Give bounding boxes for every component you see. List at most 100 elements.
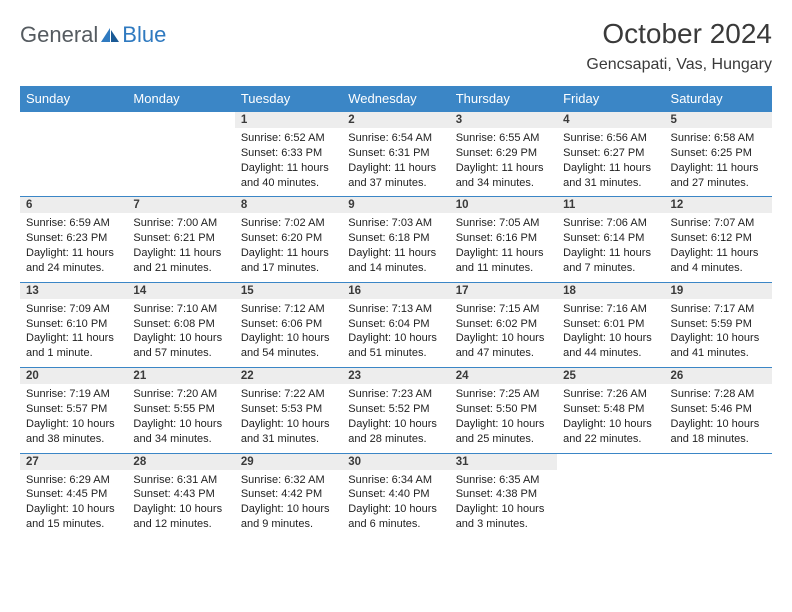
day-content-cell [20,128,127,197]
day-number-cell [557,453,664,470]
day-content-row: Sunrise: 7:19 AMSunset: 5:57 PMDaylight:… [20,384,772,453]
sunrise-line: Sunrise: 6:31 AM [133,473,228,488]
sunrise-line: Sunrise: 7:23 AM [348,387,443,402]
daylight-line: Daylight: 10 hours and 22 minutes. [563,417,658,447]
daylight-line: Daylight: 10 hours and 9 minutes. [241,502,336,532]
day-content-cell: Sunrise: 7:03 AMSunset: 6:18 PMDaylight:… [342,213,449,282]
day-number-cell: 23 [342,368,449,385]
sunset-line: Sunset: 6:18 PM [348,231,443,246]
sunrise-line: Sunrise: 7:20 AM [133,387,228,402]
day-number-cell: 14 [127,282,234,299]
sunrise-line: Sunrise: 7:13 AM [348,302,443,317]
day-content-cell: Sunrise: 6:59 AMSunset: 6:23 PMDaylight:… [20,213,127,282]
day-number-cell: 5 [665,112,772,129]
day-number-cell: 22 [235,368,342,385]
sunrise-line: Sunrise: 7:09 AM [26,302,121,317]
day-content-cell: Sunrise: 7:00 AMSunset: 6:21 PMDaylight:… [127,213,234,282]
daylight-line: Daylight: 11 hours and 34 minutes. [456,161,551,191]
sunrise-line: Sunrise: 6:54 AM [348,131,443,146]
day-content-cell: Sunrise: 7:09 AMSunset: 6:10 PMDaylight:… [20,299,127,368]
day-content-cell: Sunrise: 6:55 AMSunset: 6:29 PMDaylight:… [450,128,557,197]
day-content-cell: Sunrise: 7:20 AMSunset: 5:55 PMDaylight:… [127,384,234,453]
sunrise-line: Sunrise: 6:59 AM [26,216,121,231]
day-number-row: 12345 [20,112,772,129]
sunrise-line: Sunrise: 6:34 AM [348,473,443,488]
sunrise-line: Sunrise: 7:02 AM [241,216,336,231]
sunset-line: Sunset: 6:06 PM [241,317,336,332]
day-number-cell: 4 [557,112,664,129]
sunset-line: Sunset: 6:12 PM [671,231,766,246]
day-number-cell: 20 [20,368,127,385]
daylight-line: Daylight: 10 hours and 51 minutes. [348,331,443,361]
logo-sail-icon [100,27,120,43]
daylight-line: Daylight: 10 hours and 28 minutes. [348,417,443,447]
day-number-cell: 31 [450,453,557,470]
sunrise-line: Sunrise: 7:26 AM [563,387,658,402]
sunrise-line: Sunrise: 7:12 AM [241,302,336,317]
day-content-cell: Sunrise: 7:25 AMSunset: 5:50 PMDaylight:… [450,384,557,453]
sunrise-line: Sunrise: 6:52 AM [241,131,336,146]
logo: General Blue [20,22,166,48]
day-header: Thursday [450,86,557,112]
sunset-line: Sunset: 5:46 PM [671,402,766,417]
header: General Blue October 2024 Gencsapati, Va… [20,18,772,74]
day-content-cell: Sunrise: 7:05 AMSunset: 6:16 PMDaylight:… [450,213,557,282]
day-content-cell: Sunrise: 7:07 AMSunset: 6:12 PMDaylight:… [665,213,772,282]
day-content-cell: Sunrise: 7:12 AMSunset: 6:06 PMDaylight:… [235,299,342,368]
daylight-line: Daylight: 11 hours and 11 minutes. [456,246,551,276]
daylight-line: Daylight: 11 hours and 17 minutes. [241,246,336,276]
day-number-cell: 30 [342,453,449,470]
day-number-row: 6789101112 [20,197,772,214]
sunrise-line: Sunrise: 7:06 AM [563,216,658,231]
sunset-line: Sunset: 6:08 PM [133,317,228,332]
day-number-cell: 7 [127,197,234,214]
day-content-cell: Sunrise: 7:06 AMSunset: 6:14 PMDaylight:… [557,213,664,282]
daylight-line: Daylight: 11 hours and 31 minutes. [563,161,658,191]
daylight-line: Daylight: 11 hours and 40 minutes. [241,161,336,191]
daylight-line: Daylight: 11 hours and 1 minute. [26,331,121,361]
day-number-cell: 19 [665,282,772,299]
sunset-line: Sunset: 4:45 PM [26,487,121,502]
sunset-line: Sunset: 6:10 PM [26,317,121,332]
sunset-line: Sunset: 6:23 PM [26,231,121,246]
day-content-cell: Sunrise: 7:15 AMSunset: 6:02 PMDaylight:… [450,299,557,368]
daylight-line: Daylight: 10 hours and 6 minutes. [348,502,443,532]
day-content-cell: Sunrise: 6:52 AMSunset: 6:33 PMDaylight:… [235,128,342,197]
daylight-line: Daylight: 10 hours and 38 minutes. [26,417,121,447]
day-number-cell: 9 [342,197,449,214]
sunrise-line: Sunrise: 7:17 AM [671,302,766,317]
daylight-line: Daylight: 11 hours and 14 minutes. [348,246,443,276]
day-content-cell: Sunrise: 7:10 AMSunset: 6:08 PMDaylight:… [127,299,234,368]
day-header: Wednesday [342,86,449,112]
day-content-cell: Sunrise: 7:22 AMSunset: 5:53 PMDaylight:… [235,384,342,453]
sunset-line: Sunset: 5:53 PM [241,402,336,417]
sunrise-line: Sunrise: 7:28 AM [671,387,766,402]
day-number-cell: 6 [20,197,127,214]
day-number-cell: 1 [235,112,342,129]
daylight-line: Daylight: 10 hours and 47 minutes. [456,331,551,361]
sunset-line: Sunset: 6:29 PM [456,146,551,161]
sunrise-line: Sunrise: 6:58 AM [671,131,766,146]
day-number-cell: 15 [235,282,342,299]
day-number-cell: 8 [235,197,342,214]
day-content-cell: Sunrise: 7:23 AMSunset: 5:52 PMDaylight:… [342,384,449,453]
sunset-line: Sunset: 5:55 PM [133,402,228,417]
daylight-line: Daylight: 10 hours and 15 minutes. [26,502,121,532]
sunset-line: Sunset: 5:48 PM [563,402,658,417]
day-header-row: Sunday Monday Tuesday Wednesday Thursday… [20,86,772,112]
daylight-line: Daylight: 11 hours and 4 minutes. [671,246,766,276]
day-number-cell: 27 [20,453,127,470]
day-number-cell: 3 [450,112,557,129]
sunrise-line: Sunrise: 7:05 AM [456,216,551,231]
sunset-line: Sunset: 5:59 PM [671,317,766,332]
sunrise-line: Sunrise: 7:07 AM [671,216,766,231]
sunrise-line: Sunrise: 7:10 AM [133,302,228,317]
day-content-cell: Sunrise: 7:19 AMSunset: 5:57 PMDaylight:… [20,384,127,453]
sunset-line: Sunset: 5:52 PM [348,402,443,417]
daylight-line: Daylight: 10 hours and 12 minutes. [133,502,228,532]
sunset-line: Sunset: 6:27 PM [563,146,658,161]
day-content-cell: Sunrise: 6:56 AMSunset: 6:27 PMDaylight:… [557,128,664,197]
sunset-line: Sunset: 6:04 PM [348,317,443,332]
daylight-line: Daylight: 11 hours and 24 minutes. [26,246,121,276]
day-content-cell: Sunrise: 6:29 AMSunset: 4:45 PMDaylight:… [20,470,127,538]
